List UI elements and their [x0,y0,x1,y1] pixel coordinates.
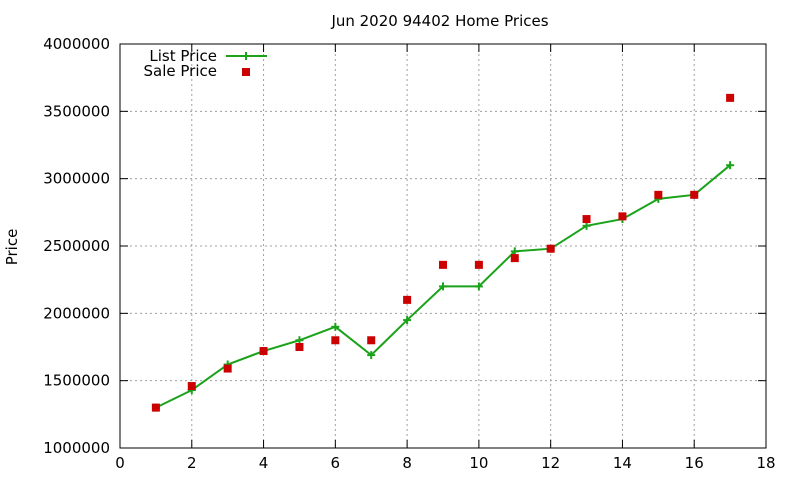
y-tick-label: 4000000 [43,35,110,53]
x-tick-label: 10 [469,454,488,472]
x-tick-label: 6 [331,454,341,472]
chart-title: Jun 2020 94402 Home Prices [330,12,548,30]
y-tick-label: 3000000 [43,170,110,188]
series-list-price [151,161,735,412]
sale-price-point [546,244,555,253]
x-tick-label: 12 [541,454,560,472]
sale-price-point [654,190,663,199]
sale-price-point [187,382,196,391]
list-price-point [367,351,376,360]
axis-ticks: 0 2 4 6 8 10 12 14 16 18 1000000 1500000 2000000 2500… [43,35,775,472]
y-tick-label: 3500000 [43,102,110,120]
sale-price-point [582,215,591,224]
x-tick-label: 0 [115,454,125,472]
legend-swatches [226,52,267,76]
x-tick-label: 18 [756,454,775,472]
y-axis-label: Price [3,229,21,266]
legend-swatch-list-price-marker [242,52,250,60]
grid-lines [120,44,766,448]
sale-price-point [510,254,519,263]
sale-price-point [367,336,376,345]
y-tick-label: 1500000 [43,372,110,390]
legend-swatch-sale-price-marker [242,68,250,76]
list-price-point [331,322,340,331]
sale-price-point [223,364,232,373]
sale-price-point [331,336,340,345]
y-tick-label: 2500000 [43,237,110,255]
sale-price-point [403,295,412,304]
sale-price-point [295,343,304,351]
list-price-point [295,336,304,345]
series-sale-price [151,93,735,412]
sale-price-point [151,403,160,412]
legend: List Price Sale Price [144,47,267,80]
list-price-point [510,247,519,256]
sale-price-point [618,212,627,221]
legend-label-list-price: List Price [149,47,217,65]
list-price-point [403,316,412,325]
y-tick-label: 2000000 [43,304,110,322]
sale-price-point [259,347,268,356]
list-price-point [726,161,735,170]
sale-price-point [474,260,483,269]
list-price-point [474,282,483,291]
list-price-point [582,221,591,230]
list-price-point [439,282,447,291]
series-layer [151,93,735,412]
sale-price-point [690,190,699,199]
x-tick-label: 8 [402,454,412,472]
sale-price-point [439,260,447,269]
legend-label-sale-price: Sale Price [144,62,217,80]
x-tick-label: 16 [685,454,704,472]
sale-price-point [726,93,735,102]
y-tick-label: 1000000 [43,439,110,457]
x-tick-label: 2 [187,454,197,472]
x-tick-label: 4 [259,454,269,472]
x-tick-label: 14 [613,454,632,472]
